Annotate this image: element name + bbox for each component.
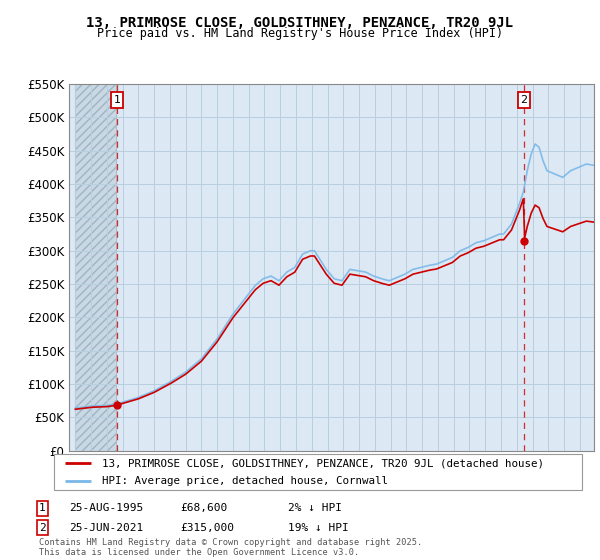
Text: 2% ↓ HPI: 2% ↓ HPI [288, 503, 342, 514]
Text: 1: 1 [113, 95, 121, 105]
Text: 25-AUG-1995: 25-AUG-1995 [69, 503, 143, 514]
Text: £315,000: £315,000 [180, 522, 234, 533]
Text: 2: 2 [39, 522, 46, 533]
Text: £68,600: £68,600 [180, 503, 227, 514]
Text: Contains HM Land Registry data © Crown copyright and database right 2025.
This d: Contains HM Land Registry data © Crown c… [39, 538, 422, 557]
FancyBboxPatch shape [54, 454, 582, 490]
Text: 19% ↓ HPI: 19% ↓ HPI [288, 522, 349, 533]
Text: Price paid vs. HM Land Registry's House Price Index (HPI): Price paid vs. HM Land Registry's House … [97, 27, 503, 40]
Text: 13, PRIMROSE CLOSE, GOLDSITHNEY, PENZANCE, TR20 9JL: 13, PRIMROSE CLOSE, GOLDSITHNEY, PENZANC… [86, 16, 514, 30]
Text: 2: 2 [520, 95, 527, 105]
Text: 25-JUN-2021: 25-JUN-2021 [69, 522, 143, 533]
Text: 1: 1 [39, 503, 46, 514]
Text: 13, PRIMROSE CLOSE, GOLDSITHNEY, PENZANCE, TR20 9JL (detached house): 13, PRIMROSE CLOSE, GOLDSITHNEY, PENZANC… [101, 459, 544, 468]
Text: HPI: Average price, detached house, Cornwall: HPI: Average price, detached house, Corn… [101, 476, 388, 486]
